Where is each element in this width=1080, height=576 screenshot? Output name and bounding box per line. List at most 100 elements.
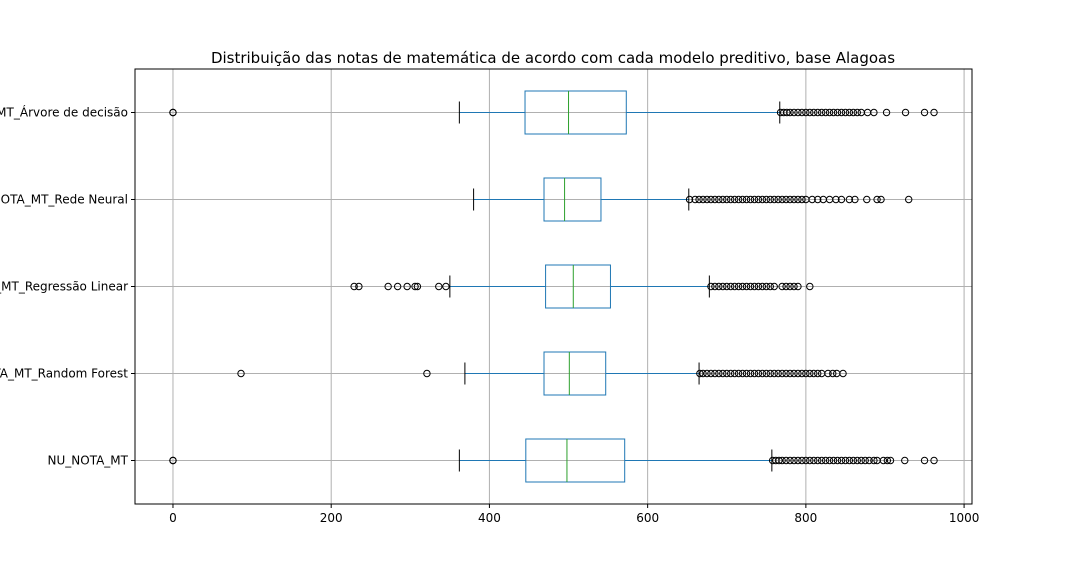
outlier-point <box>758 369 767 378</box>
outlier-point <box>833 456 842 465</box>
outlier-point <box>435 282 443 291</box>
outlier-point <box>770 369 778 378</box>
outlier-point <box>775 456 783 465</box>
outlier-point <box>746 195 755 204</box>
outlier-point <box>715 369 723 378</box>
outlier-point <box>790 108 798 117</box>
outlier-point <box>691 195 699 204</box>
outlier-point <box>873 195 881 204</box>
outlier-point <box>790 195 798 204</box>
outlier-point <box>849 108 858 117</box>
outlier-point <box>750 282 759 291</box>
y-tick-label: NU_NOTA_MT <box>48 454 129 468</box>
box-iqr <box>545 264 611 309</box>
outlier-point <box>730 369 739 378</box>
outlier-point <box>806 108 814 117</box>
outlier-point <box>715 195 723 204</box>
outlier-point <box>696 369 704 378</box>
outlier-point <box>833 108 842 117</box>
outlier-point <box>393 282 402 291</box>
outlier-point <box>762 369 771 378</box>
outlier-point <box>790 282 798 291</box>
outlier-point <box>870 456 878 465</box>
outlier-point <box>806 456 814 465</box>
outlier-point <box>778 195 786 204</box>
outlier-point <box>355 282 363 291</box>
outlier-point <box>814 195 822 204</box>
outlier-point <box>727 195 735 204</box>
box-1 <box>464 351 700 396</box>
outlier-point <box>920 456 929 465</box>
y-tick-label: NOTA_MT_Random Forest <box>0 367 128 381</box>
x-axis: 0 200 400 600 800 1000 <box>169 504 979 525</box>
outlier-point <box>711 282 719 291</box>
outlier-point <box>703 369 711 378</box>
box-0 <box>458 438 773 483</box>
box-iqr <box>524 90 627 135</box>
outlier-point <box>695 195 703 204</box>
outlier-point <box>837 195 846 204</box>
outlier-point <box>711 195 719 204</box>
outlier-point <box>774 195 782 204</box>
outlier-point <box>930 456 938 465</box>
outlier-point <box>794 369 802 378</box>
outlier-point <box>715 282 723 291</box>
outlier-point <box>798 456 806 465</box>
outlier-point <box>754 195 763 204</box>
outlier-point <box>853 456 861 465</box>
outlier-point <box>930 108 938 117</box>
outlier-point <box>750 369 759 378</box>
outlier-point <box>798 195 806 204</box>
outlier-point <box>782 282 790 291</box>
outlier-point <box>782 195 790 204</box>
outlier-point <box>350 282 358 291</box>
outlier-point <box>778 456 786 465</box>
outlier-point <box>411 282 419 291</box>
outlier-point <box>806 369 814 378</box>
outlier-point <box>825 108 834 117</box>
outlier-point <box>742 195 751 204</box>
outlier-point <box>821 108 830 117</box>
outlier-point <box>877 195 885 204</box>
outlier-point <box>857 456 865 465</box>
box-4 <box>458 90 781 135</box>
outlier-point <box>870 108 878 117</box>
outlier-point <box>802 108 810 117</box>
outlier-point <box>794 108 802 117</box>
outlier-point <box>810 456 818 465</box>
chart-title: Distribuição das notas de matemática de … <box>211 49 895 67</box>
outlier-point <box>699 195 707 204</box>
outlier-point <box>746 369 755 378</box>
outlier-point <box>841 108 850 117</box>
outlier-point <box>901 108 910 117</box>
y-tick-label: NOTA_MT_Rede Neural <box>0 193 128 207</box>
outlier-point <box>754 369 763 378</box>
outlier-layer <box>169 108 938 465</box>
outlier-point <box>825 456 834 465</box>
outlier-point <box>730 282 739 291</box>
outlier-point <box>750 195 759 204</box>
outlier-point <box>778 369 786 378</box>
outlier-point <box>901 456 909 465</box>
outlier-point <box>786 282 794 291</box>
outlier-point <box>829 369 837 378</box>
x-tick-label: 200 <box>320 511 343 525</box>
outlier-point <box>849 456 858 465</box>
outlier-point <box>806 282 814 291</box>
outlier-point <box>837 108 846 117</box>
outlier-point <box>882 108 891 117</box>
outlier-point <box>790 456 798 465</box>
outlier-point <box>762 282 771 291</box>
box-iqr <box>525 438 626 483</box>
x-tick-label: 800 <box>794 511 817 525</box>
outlier-point <box>839 369 847 378</box>
outlier-point <box>798 108 806 117</box>
outlier-point <box>845 456 854 465</box>
outlier-point <box>723 369 731 378</box>
outlier-point <box>746 282 755 291</box>
outlier-point <box>403 282 411 291</box>
outlier-point <box>817 456 826 465</box>
x-tick-label: 400 <box>478 511 501 525</box>
outlier-point <box>886 456 895 465</box>
y-axis: NU_NOTA_MT NOTA_MT_Random Forest NOTA_MT_R… <box>0 105 135 468</box>
